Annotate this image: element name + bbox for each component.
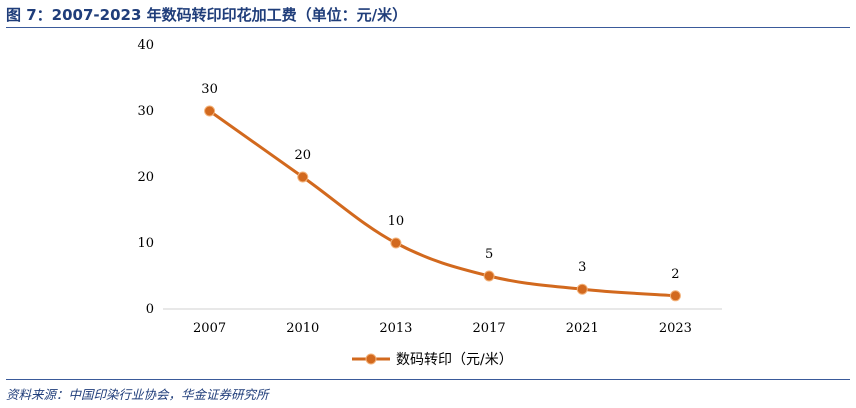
bottom-rule xyxy=(6,379,850,380)
data-label: 5 xyxy=(485,247,493,262)
y-tick-label: 0 xyxy=(146,302,154,317)
data-label: 30 xyxy=(201,82,218,97)
x-axis: 2007 2010 2013 2017 2021 2023 xyxy=(163,308,722,336)
data-point xyxy=(576,283,588,295)
y-tick-label: 40 xyxy=(137,38,154,53)
data-point xyxy=(297,171,309,183)
data-label: 2 xyxy=(671,267,679,282)
x-tick-label: 2023 xyxy=(659,321,692,336)
y-tick-label: 30 xyxy=(137,104,154,119)
legend: 数码转印（元/米） xyxy=(352,352,513,368)
x-tick-label: 2021 xyxy=(566,321,599,336)
series-group: 30 20 10 5 3 2 xyxy=(201,82,681,302)
x-tick-label: 2010 xyxy=(286,321,319,336)
top-rule xyxy=(6,27,850,28)
data-label: 3 xyxy=(578,260,586,275)
y-tick-label: 10 xyxy=(137,236,154,251)
data-point xyxy=(483,270,495,282)
legend-label: 数码转印（元/米） xyxy=(396,352,513,368)
data-point xyxy=(204,105,216,117)
x-tick-label: 2017 xyxy=(473,321,506,336)
figure-title: 图 7：2007-2023 年数码转印印花加工费（单位：元/米） xyxy=(6,6,408,24)
data-point xyxy=(390,237,402,249)
x-tick-label: 2013 xyxy=(379,321,412,336)
data-label: 10 xyxy=(388,214,405,229)
series-line xyxy=(208,109,676,298)
y-tick-label: 20 xyxy=(137,170,154,185)
legend-marker xyxy=(365,353,377,365)
data-point xyxy=(669,290,681,302)
y-axis: 0 10 20 30 40 xyxy=(137,38,154,317)
source-note: 资料来源：中国印染行业协会，华金证券研究所 xyxy=(6,387,269,402)
data-label: 20 xyxy=(294,148,311,163)
x-tick-label: 2007 xyxy=(193,321,226,336)
